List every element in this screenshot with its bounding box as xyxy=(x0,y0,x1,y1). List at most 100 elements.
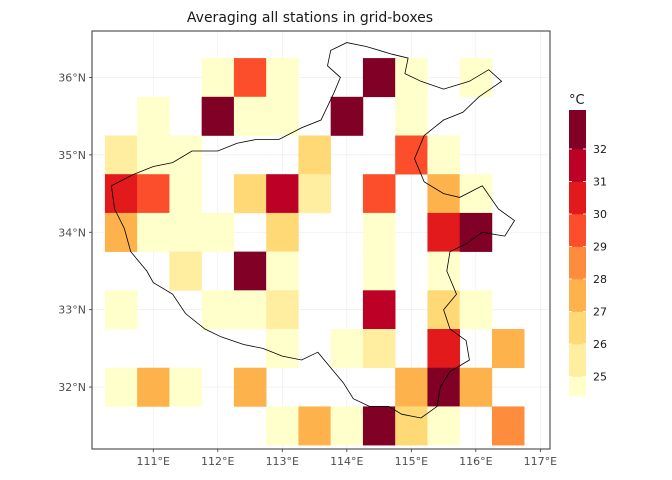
plot-frame xyxy=(91,30,551,450)
grid-cell xyxy=(233,96,267,136)
legend-colorbar xyxy=(569,110,586,397)
grid-cell xyxy=(266,251,299,291)
grid-cell xyxy=(427,367,460,407)
legend-tick-label: 29 xyxy=(593,241,607,254)
grid-cell xyxy=(233,290,267,330)
grid-cell xyxy=(233,367,267,407)
grid-cell xyxy=(491,406,525,446)
grid-cell xyxy=(233,58,267,98)
legend-tick-label: 30 xyxy=(593,208,607,221)
grid-cell xyxy=(395,58,428,98)
legend-ticks: 25 26 27 28 29 30 31 32 xyxy=(569,143,607,384)
grid-cell xyxy=(266,58,299,98)
grid-cell xyxy=(362,290,396,330)
x-tick-label: 113°E xyxy=(266,455,299,468)
grid-cell xyxy=(169,174,202,214)
grid-cell xyxy=(201,96,235,136)
legend-color-step xyxy=(569,311,586,345)
grid-cell xyxy=(427,251,460,291)
grid-cell xyxy=(266,290,299,330)
y-axis: 32°N 33°N 34°N 35°N 36°N xyxy=(58,71,92,394)
x-tick-label: 117°E xyxy=(524,455,557,468)
color-legend: °C 25 26 27 28 29 30 31 32 xyxy=(569,93,607,397)
grid-cell xyxy=(104,290,138,330)
legend-tick-label: 27 xyxy=(593,306,607,319)
grid-cell xyxy=(395,96,428,136)
legend-color-step xyxy=(569,246,586,280)
x-tick-label: 115°E xyxy=(395,455,428,468)
legend-tick-label: 26 xyxy=(593,338,607,351)
grid-cell xyxy=(459,212,493,252)
legend-color-step xyxy=(569,214,586,247)
legend-color-step xyxy=(569,344,586,377)
chart-title: Averaging all stations in grid-boxes xyxy=(187,10,433,26)
grid-cell xyxy=(266,406,299,446)
grid-cell xyxy=(201,212,235,252)
grid-cell xyxy=(266,96,299,136)
grid-cell xyxy=(491,329,525,369)
grid-cell xyxy=(201,58,235,98)
grid-cell xyxy=(395,135,428,175)
y-tick-label: 33°N xyxy=(58,304,86,317)
legend-tick-label: 31 xyxy=(593,176,607,189)
grid-cell xyxy=(137,174,170,214)
grid-cells xyxy=(104,58,525,446)
grid-cell xyxy=(427,329,460,369)
grid-cell xyxy=(459,290,493,330)
grid-cell xyxy=(104,135,138,175)
grid-cell xyxy=(104,212,138,252)
grid-cell xyxy=(137,96,170,136)
grid-cell xyxy=(330,329,364,369)
grid-cell xyxy=(233,251,267,291)
x-axis: 111°E 112°E 113°E 114°E 115°E 116°E 117°E xyxy=(137,449,557,468)
grid-cell xyxy=(459,174,493,214)
grid-cell xyxy=(427,135,460,175)
grid-cell xyxy=(137,367,170,407)
grid-cell xyxy=(201,290,235,330)
grid-cell xyxy=(362,406,396,446)
grid-cell xyxy=(362,329,396,369)
y-tick-label: 35°N xyxy=(58,149,86,162)
grid-cell xyxy=(459,367,493,407)
grid-cell xyxy=(330,406,364,446)
legend-color-step xyxy=(569,279,586,312)
legend-color-step xyxy=(569,376,586,397)
grid-cell xyxy=(169,212,202,252)
grid-cell xyxy=(137,212,170,252)
grid-cell xyxy=(266,212,299,252)
grid-cell xyxy=(362,212,396,252)
grid-cell xyxy=(395,367,428,407)
grid-cell xyxy=(330,96,364,136)
legend-color-step xyxy=(569,149,586,182)
grid-cell xyxy=(298,174,331,214)
x-tick-label: 111°E xyxy=(137,455,170,468)
legend-tick-label: 32 xyxy=(593,143,607,156)
legend-tick-label: 25 xyxy=(593,371,607,384)
grid-cell xyxy=(104,367,138,407)
legend-color-step xyxy=(569,181,586,215)
x-tick-label: 116°E xyxy=(459,455,492,468)
legend-tick-label: 28 xyxy=(593,273,607,286)
grid-cell xyxy=(169,251,202,291)
grid-cell xyxy=(137,135,170,175)
grid-cell xyxy=(233,174,267,214)
grid-cell xyxy=(395,406,428,446)
y-tick-label: 32°N xyxy=(58,381,86,394)
grid-cell xyxy=(266,174,299,214)
grid-cell xyxy=(266,329,299,369)
grid-cell xyxy=(169,367,202,407)
grid-cell xyxy=(362,251,396,291)
province-boundary xyxy=(110,42,516,419)
legend-title: °C xyxy=(569,93,585,108)
grid-cell xyxy=(427,406,460,446)
grid-cell xyxy=(298,406,331,446)
grid-cell xyxy=(104,174,138,214)
grid-cell xyxy=(362,58,396,98)
y-tick-label: 34°N xyxy=(58,226,86,239)
legend-color-step xyxy=(569,110,586,150)
grid-cell xyxy=(298,135,331,175)
grid-cell xyxy=(362,174,396,214)
x-tick-label: 114°E xyxy=(330,455,363,468)
y-tick-label: 36°N xyxy=(58,71,86,84)
